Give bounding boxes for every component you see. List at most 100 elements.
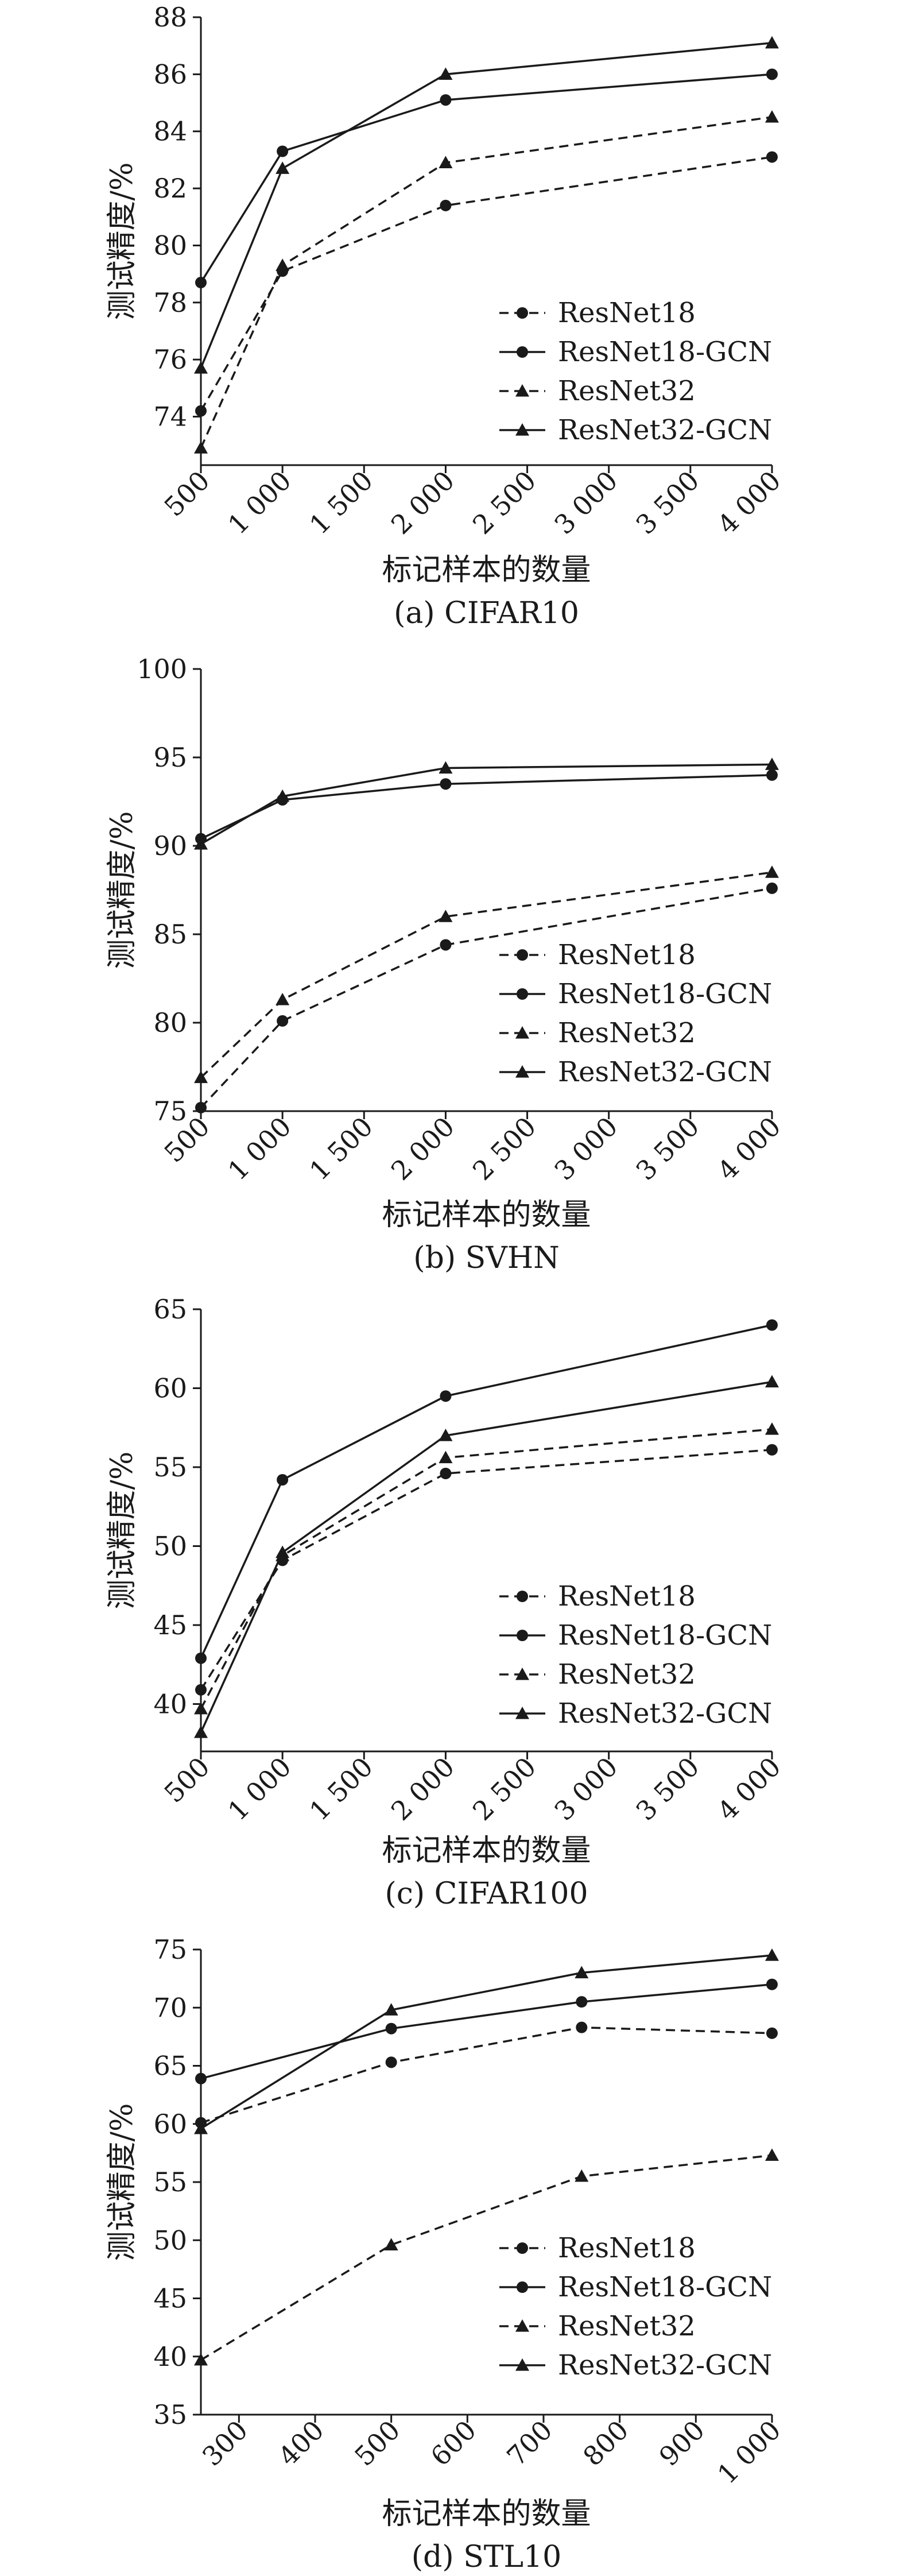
data-point-resnet18-gcn [766, 769, 778, 781]
data-point-resnet32-gcn [276, 1545, 290, 1558]
chart-caption: (b) SVHN [413, 1241, 559, 1275]
series-resnet32-gcn [194, 36, 779, 374]
series-line-resnet18 [200, 887, 773, 1109]
y-tick-label: 65 [153, 2051, 187, 2082]
x-tick-label: 500 [158, 1751, 216, 1809]
x-tick-label: 1 000 [711, 2415, 786, 2490]
y-axis-label: 测试精度/% [105, 163, 139, 320]
legend-marker [515, 2358, 529, 2371]
chart-caption: (c) CIFAR100 [385, 1877, 588, 1911]
x-tick-label: 500 [158, 465, 216, 523]
legend-label: ResNet18 [558, 1580, 696, 1612]
y-tick-label: 50 [153, 2225, 187, 2256]
x-tick-label: 400 [273, 2415, 330, 2472]
y-tick-label: 65 [153, 1294, 187, 1325]
data-point-resnet18-gcn [440, 94, 452, 106]
legend-label: ResNet32 [558, 375, 696, 407]
data-point-resnet32 [276, 992, 290, 1005]
y-tick-label: 60 [153, 1373, 187, 1404]
data-point-resnet32 [439, 910, 453, 922]
data-point-resnet32-gcn [384, 2003, 398, 2016]
data-point-resnet18-gcn [385, 2022, 397, 2035]
data-point-resnet32-gcn [194, 1726, 208, 1738]
data-point-resnet18 [766, 151, 778, 163]
data-point-resnet32-gcn [575, 1966, 589, 1979]
data-point-resnet18-gcn [576, 1996, 588, 2008]
x-axis-label: 标记样本的数量 [382, 2497, 591, 2531]
data-point-resnet18 [277, 1015, 289, 1027]
x-tick-label: 4 000 [711, 1751, 786, 1827]
x-tick-label: 3 000 [548, 1751, 623, 1827]
x-tick-label: 600 [425, 2415, 482, 2472]
data-point-resnet18-gcn [277, 1474, 289, 1486]
series-resnet18-gcn [195, 1978, 778, 2084]
legend-label: ResNet32-GCN [558, 414, 772, 446]
series-resnet32 [194, 110, 779, 454]
legend-label: ResNet32-GCN [558, 2349, 772, 2381]
legend-label: ResNet32-GCN [558, 1697, 772, 1730]
series-line-resnet32-gcn [200, 1380, 773, 1733]
y-tick-label: 84 [153, 116, 187, 147]
y-tick-label: 95 [153, 742, 187, 773]
legend-marker [515, 2319, 529, 2332]
x-tick-label: 900 [653, 2415, 711, 2472]
legend-marker [517, 1630, 528, 1641]
y-tick-label: 76 [153, 344, 187, 375]
x-tick-label: 1 500 [304, 1111, 379, 1186]
legend-label: ResNet32 [558, 1017, 696, 1049]
legend-marker [515, 423, 529, 436]
chart-panel-3: 40 45 50 55 60 65 500 1 000 1 500 2 000 2 500 3 000… [105, 1294, 787, 1911]
data-point-resnet32 [194, 441, 208, 454]
series-line-resnet18-gcn [200, 1324, 773, 1659]
series-line-resnet32 [200, 116, 773, 448]
chart-panel-4: 35 40 45 50 55 60 65 70 75 300 400 500 600 700 800 900 1… [105, 1934, 787, 2574]
y-tick-label: 40 [153, 1689, 187, 1720]
legend: ResNet18 ResNet18-GCN ResNet32 ResNet32-GCN [499, 939, 772, 1088]
x-tick-label: 1 000 [222, 1751, 297, 1827]
data-point-resnet18-gcn [766, 1978, 778, 1990]
data-point-resnet18 [385, 2056, 397, 2068]
legend-label: ResNet18 [558, 939, 696, 971]
data-point-resnet32-gcn [765, 36, 779, 49]
x-tick-label: 300 [196, 2415, 254, 2472]
y-tick-label: 60 [153, 2109, 187, 2140]
legend: ResNet18 ResNet18-GCN ResNet32 ResNet32-GCN [499, 2232, 772, 2381]
series-resnet32-gcn [194, 757, 779, 850]
x-axis-label: 标记样本的数量 [382, 553, 591, 587]
x-tick-label: 2 000 [385, 1111, 460, 1186]
data-point-resnet18 [766, 1444, 778, 1456]
x-tick-label: 3 000 [548, 465, 623, 540]
data-point-resnet18 [195, 1684, 207, 1696]
y-tick-label: 35 [153, 2399, 187, 2430]
data-point-resnet32-gcn [765, 1375, 779, 1388]
data-point-resnet32-gcn [276, 789, 290, 802]
x-tick-label: 4 000 [711, 465, 786, 540]
data-point-resnet32 [276, 258, 290, 271]
y-tick-label: 75 [153, 1096, 187, 1127]
data-point-resnet18-gcn [195, 2072, 207, 2084]
legend-label: ResNet32 [558, 2310, 696, 2342]
legend-marker [515, 1668, 529, 1680]
x-tick-label: 500 [348, 2415, 406, 2472]
series-resnet18 [195, 2021, 778, 2129]
legend-marker [515, 384, 529, 397]
legend: ResNet18 ResNet18-GCN ResNet32 ResNet32-GCN [499, 1580, 772, 1730]
legend-marker [515, 1026, 529, 1039]
data-point-resnet32 [765, 1422, 779, 1435]
y-tick-label: 85 [153, 919, 187, 950]
data-point-resnet18 [440, 199, 452, 211]
data-point-resnet18-gcn [195, 1652, 207, 1664]
legend-marker [515, 1065, 529, 1078]
x-tick-label: 1 000 [222, 465, 297, 540]
x-tick-label: 700 [501, 2415, 558, 2472]
data-point-resnet32 [439, 156, 453, 168]
y-tick-label: 40 [153, 2341, 187, 2372]
series-line-resnet32 [200, 1428, 773, 1709]
data-point-resnet18 [440, 939, 452, 951]
x-tick-label: 1 500 [304, 465, 379, 540]
y-tick-label: 82 [153, 173, 187, 204]
y-tick-label: 45 [153, 1610, 187, 1641]
series-line-resnet32-gcn [200, 41, 773, 369]
series-resnet18-gcn [195, 769, 778, 845]
